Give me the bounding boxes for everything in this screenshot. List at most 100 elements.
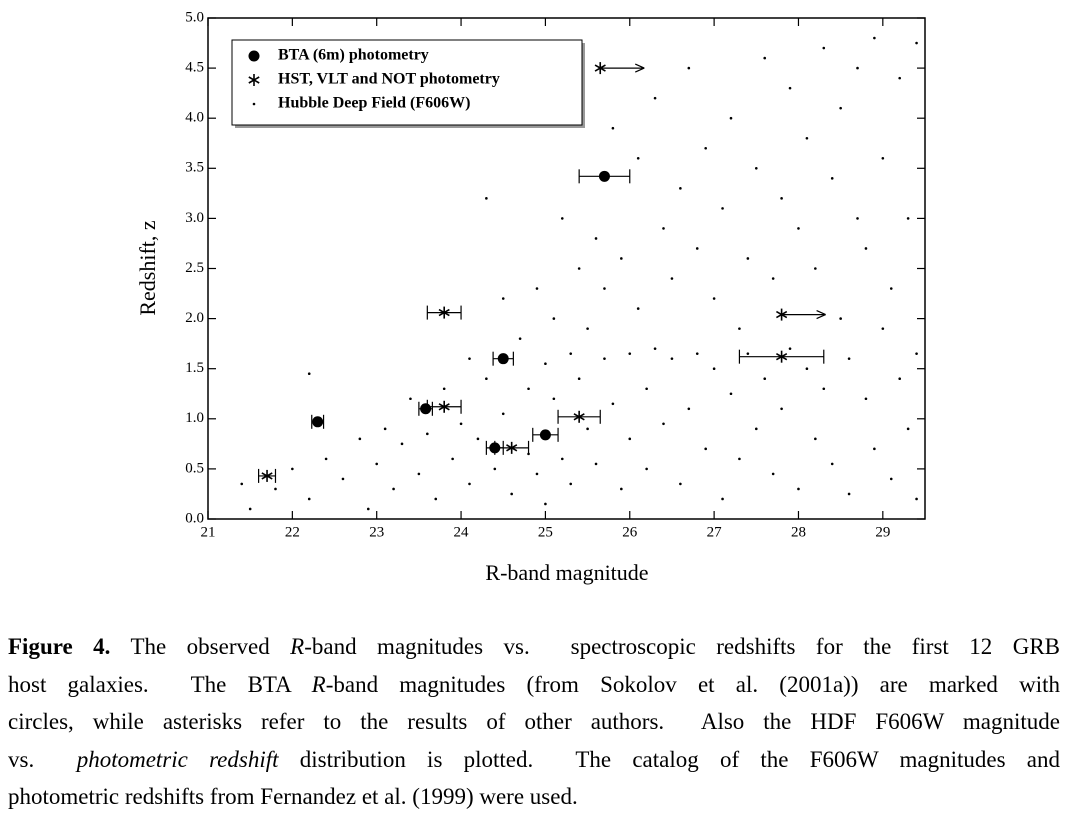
x-tick-label: 27 [707,524,723,540]
asterisk-stroke [438,308,450,317]
caption-line: photometric redshifts from Fernandez et … [8,778,1060,816]
data-point [248,507,252,511]
data-point [539,429,551,441]
data-point [856,217,859,220]
data-point [598,170,610,182]
data-point [274,487,277,491]
x-tick-label: 22 [285,524,300,540]
data-point [358,437,362,441]
data-point [426,432,429,436]
data-point [493,467,497,471]
data-point [746,352,750,355]
data-point [788,86,792,90]
legend-label: HST, VLT and NOT photometry [278,71,500,88]
data-point [822,46,826,50]
y-tick-label: 4.5 [185,60,204,76]
data-point [586,427,589,431]
data-point [839,317,842,320]
y-tick-label: 2.5 [185,260,204,276]
x-tick-label: 25 [538,524,553,540]
x-axis-label: R-band magnitude [485,560,648,585]
data-point [687,66,691,70]
data-point [497,353,509,365]
data-point [915,497,918,501]
x-tick-label: 24 [454,524,470,540]
y-tick-label: 1.0 [185,410,204,426]
data-point [485,377,488,381]
data-point [594,462,598,466]
legend-label: BTA (6m) photometry [278,47,429,64]
legend-box [231,39,583,126]
data-point [324,457,328,461]
data-point [780,407,783,411]
data-point [645,387,648,391]
caption-line: circles, while asterisks refer to the re… [8,703,1060,741]
data-point [620,487,623,491]
data-point [906,427,910,431]
data-point [544,502,547,506]
data-point [822,387,826,391]
data-point [776,350,788,363]
caption-text: -band magnitudes (from Sokolov et al. (2… [325,671,1060,697]
data-point [560,457,564,461]
caption-text: R [311,671,326,697]
data-point [771,472,775,476]
y-tick-label: 0.5 [185,460,204,476]
data-point [476,437,480,441]
data-point [312,416,324,428]
data-point [679,482,682,486]
data-point [915,352,918,355]
data-point [594,62,606,75]
y-tick-label: 0.0 [185,510,204,526]
data-point [679,187,682,190]
data-point [898,377,901,381]
data-point [662,227,665,230]
data-point [754,167,758,170]
data-point [830,462,834,466]
data-point [712,367,716,371]
data-point [485,197,488,200]
caption-text: The observed [110,634,291,659]
data-point [814,437,817,441]
data-point [839,106,842,110]
data-point [603,357,606,360]
data-point [780,197,783,200]
y-tick-label: 5.0 [185,9,204,25]
x-tick-label: 29 [875,524,890,540]
data-point [628,352,632,355]
data-point [805,136,809,140]
data-point [729,392,733,396]
legend-label: Hubble Deep Field (F606W) [278,95,470,112]
data-point [611,402,615,406]
limit-arrow [600,63,645,73]
legend-marker [252,102,256,106]
asterisk-stroke [573,413,585,421]
legend-marker [248,74,260,86]
asterisk-stroke [776,310,788,319]
data-point [420,403,432,415]
x-tick-label: 21 [201,524,216,540]
data-point [873,36,876,40]
data-point [552,397,556,401]
data-point [889,287,893,290]
data-point [291,467,294,471]
data-point [307,497,311,501]
caption-text: photometric redshifts from Fernandez et … [8,784,578,809]
x-tick-label: 28 [791,524,806,540]
data-point [881,156,885,160]
data-point [506,441,518,454]
data-point [856,66,859,70]
data-point [738,457,741,461]
data-point [873,447,876,451]
data-point [636,307,640,310]
legend-marker [248,50,260,62]
data-point [544,362,547,365]
data-point [636,156,640,160]
data-point [240,482,244,486]
data-point [569,352,573,355]
data-point [417,472,421,476]
data-point [577,267,581,270]
data-point [881,327,885,330]
caption-text: circles, while asterisks refer to the re… [8,709,1060,734]
caption-line: Figure 4. The observed R-band magnitudes… [8,628,1060,666]
